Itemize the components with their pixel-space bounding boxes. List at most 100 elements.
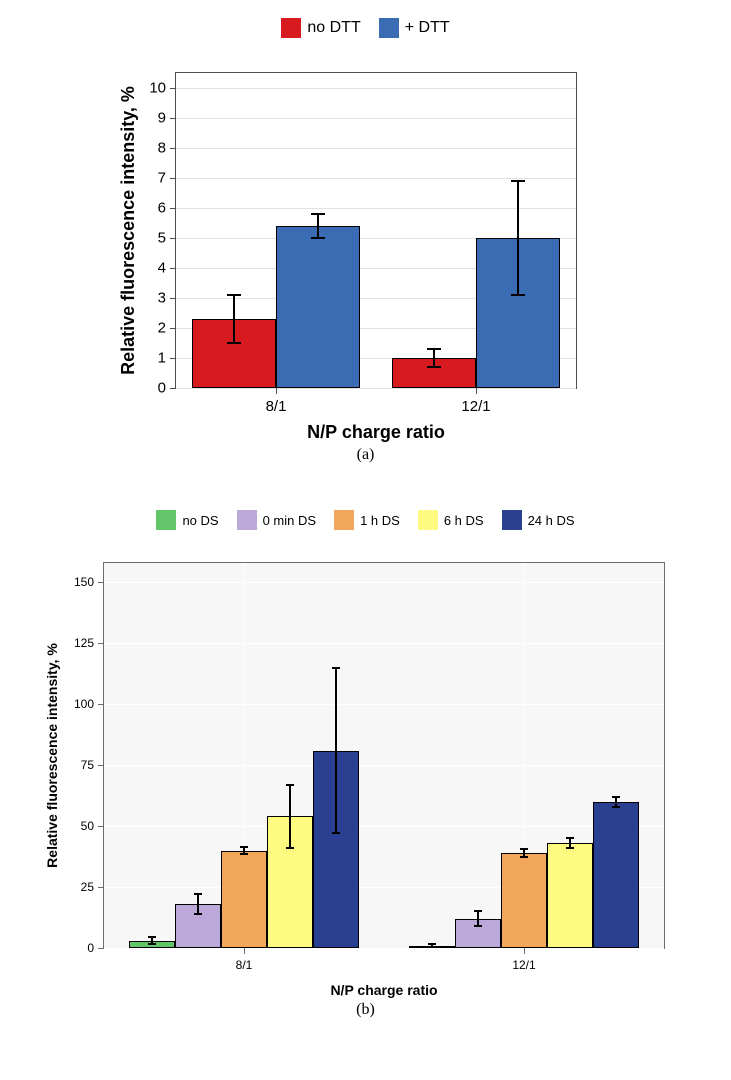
ytick	[170, 268, 176, 269]
ytick	[170, 328, 176, 329]
ytick-label: 75	[81, 758, 94, 772]
gridline-h	[176, 88, 576, 89]
bar	[501, 853, 547, 948]
plot-wrap-b: 0 25 50 75 100 125 150 8/1 12/1 Relative fluoresc…	[0, 490, 731, 995]
caption-a: (a)	[0, 446, 731, 464]
ytick	[98, 826, 104, 827]
errorcap	[427, 348, 441, 350]
y-axis-title: Relative fluorescence intensity, %	[44, 563, 60, 948]
ytick	[170, 208, 176, 209]
ytick-label: 6	[158, 200, 166, 217]
errorcap	[227, 294, 241, 296]
ytick	[170, 358, 176, 359]
ytick	[170, 178, 176, 179]
errorbar	[335, 668, 337, 834]
ytick	[170, 388, 176, 389]
gridline-h	[176, 118, 576, 119]
ytick-label: 7	[158, 170, 166, 187]
errorcap	[227, 342, 241, 344]
xtick-label: 8/1	[236, 958, 253, 972]
errorcap	[520, 848, 528, 850]
errorcap	[428, 946, 436, 948]
errorcap	[520, 856, 528, 858]
gridline-h	[176, 388, 576, 389]
errorcap	[427, 366, 441, 368]
errorcap	[311, 237, 325, 239]
errorcap	[612, 806, 620, 808]
errorbar	[517, 181, 519, 295]
ytick	[98, 582, 104, 583]
errorcap	[332, 832, 340, 834]
ytick-label: 9	[158, 110, 166, 127]
errorcap	[148, 936, 156, 938]
ytick	[98, 704, 104, 705]
errorcap	[286, 784, 294, 786]
x-axis-title: N/P charge ratio	[104, 982, 664, 998]
ytick	[170, 88, 176, 89]
figure-b: no DS0 min DS1 h DS6 h DS24 h DS 0255075…	[0, 490, 731, 1045]
errorcap	[194, 913, 202, 915]
gridline-h	[104, 643, 664, 644]
errorbar	[433, 349, 435, 367]
ytick	[98, 643, 104, 644]
errorcap	[194, 893, 202, 895]
gridline-h	[104, 948, 664, 949]
gridline-h	[176, 178, 576, 179]
errorcap	[332, 667, 340, 669]
gridline-h	[104, 826, 664, 827]
gridline-h	[104, 582, 664, 583]
plot-area-b: 02550751001251508/112/1Relative fluoresc…	[103, 562, 665, 949]
x-axis-title: N/P charge ratio	[176, 422, 576, 443]
ytick	[98, 765, 104, 766]
ytick-label: 150	[74, 575, 94, 589]
ytick-label: 3	[158, 290, 166, 307]
xtick	[476, 388, 477, 394]
ytick-label: 100	[74, 697, 94, 711]
figure-a: no DTT+ DTT 0123456789108/112/1Relative …	[0, 0, 731, 480]
ytick-label: 25	[81, 880, 94, 894]
errorbar	[233, 295, 235, 343]
bar	[276, 226, 360, 388]
errorbar	[317, 214, 319, 238]
plot-area-a: 0123456789108/112/1Relative fluorescence…	[175, 72, 577, 389]
ytick-label: 0	[87, 941, 94, 955]
gridline-h	[104, 765, 664, 766]
errorcap	[148, 943, 156, 945]
ytick	[98, 887, 104, 888]
gridline-h	[104, 704, 664, 705]
ytick-label: 4	[158, 260, 166, 277]
errorcap	[474, 925, 482, 927]
ytick-label: 125	[74, 636, 94, 650]
xtick-label: 8/1	[266, 398, 287, 415]
errorbar	[197, 894, 199, 913]
errorcap	[511, 180, 525, 182]
caption-b: (b)	[0, 1001, 731, 1019]
ytick	[170, 118, 176, 119]
gridline-h	[176, 148, 576, 149]
ytick	[98, 948, 104, 949]
xtick	[244, 948, 245, 954]
ytick-label: 10	[149, 80, 166, 97]
xtick-label: 12/1	[512, 958, 535, 972]
errorcap	[311, 213, 325, 215]
ytick-label: 50	[81, 819, 94, 833]
errorbar	[289, 785, 291, 848]
xtick	[524, 948, 525, 954]
errorcap	[240, 846, 248, 848]
xtick-label: 12/1	[461, 398, 490, 415]
errorcap	[474, 910, 482, 912]
bar	[593, 802, 639, 948]
ytick	[170, 148, 176, 149]
errorcap	[566, 837, 574, 839]
errorcap	[612, 796, 620, 798]
ytick-label: 5	[158, 230, 166, 247]
ytick	[170, 238, 176, 239]
ytick	[170, 298, 176, 299]
ytick-label: 8	[158, 140, 166, 157]
ytick-label: 2	[158, 320, 166, 337]
ytick-label: 1	[158, 350, 166, 367]
errorbar	[477, 911, 479, 926]
xtick	[276, 388, 277, 394]
y-axis-title: Relative fluorescence intensity, %	[118, 73, 139, 388]
bar	[547, 843, 593, 948]
